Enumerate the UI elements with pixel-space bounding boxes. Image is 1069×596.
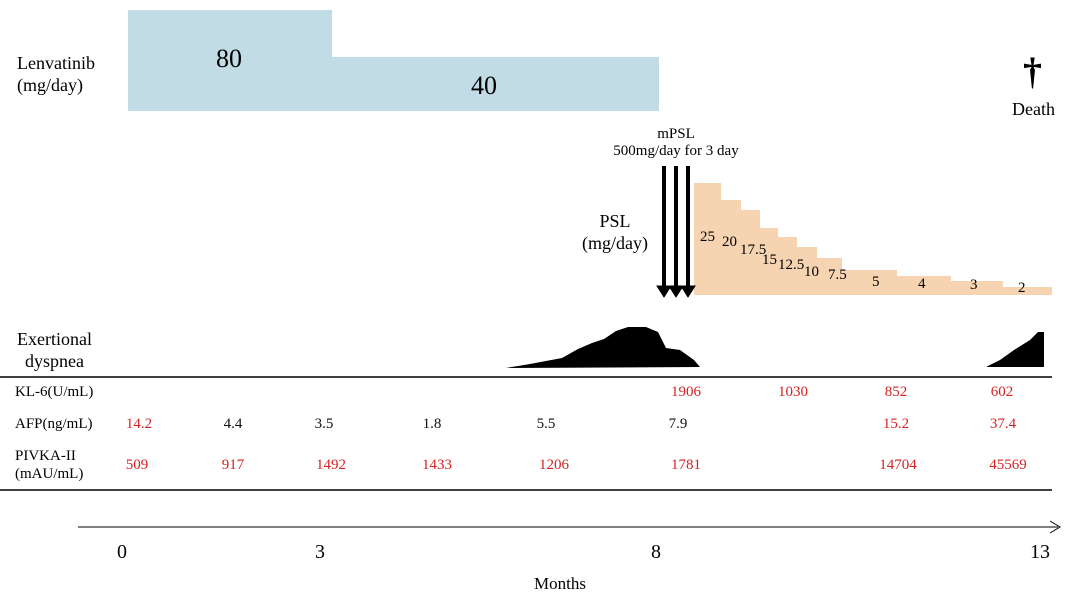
kl6-value: 1030 xyxy=(778,384,808,400)
psl-dose-4: 4 xyxy=(918,276,926,292)
pivka-value: 1492 xyxy=(316,457,346,473)
psl-dose-17-5: 17.5 xyxy=(740,242,767,258)
pivka-value: 917 xyxy=(221,457,245,473)
psl-dose-10: 10 xyxy=(804,264,819,280)
psl-dose-12-5: 12.5 xyxy=(778,257,805,273)
lenvatinib-bar-40 xyxy=(128,57,659,111)
afp-value: 15.2 xyxy=(882,416,910,432)
lenvatinib-dose-80: 80 xyxy=(216,44,242,73)
kl6-value: 852 xyxy=(884,384,908,400)
mpsl-label: mPSL 500mg/day for 3 day xyxy=(596,126,756,160)
pivka-row-label-unit: (mAU/mL) xyxy=(15,466,84,482)
mpsl-arrowhead-2 xyxy=(668,285,684,298)
afp-value: 4.4 xyxy=(223,416,243,432)
afp-value: 37.4 xyxy=(989,416,1017,432)
psl-dose-20: 20 xyxy=(722,234,737,250)
psl-label: PSL (mg/day) xyxy=(570,210,660,254)
psl-taper-bar xyxy=(694,183,1052,295)
lenvatinib-label-unit: (mg/day) xyxy=(17,75,83,95)
afp-value: 14.2 xyxy=(125,416,153,432)
afp-value: 3.5 xyxy=(314,416,334,432)
pivka-value: 45569 xyxy=(989,457,1027,473)
pivka-value: 1206 xyxy=(539,457,569,473)
pivka-row-label: PIVKA-II (mAU/mL) xyxy=(15,447,83,483)
mpsl-label-dose: 500mg/day for 3 day xyxy=(613,143,739,159)
mpsl-pulse-arrows xyxy=(656,166,696,298)
death-label: Death xyxy=(1012,99,1055,119)
dyspnea-profile-2 xyxy=(986,332,1044,367)
kl6-value: 602 xyxy=(990,384,1014,400)
psl-label-unit: (mg/day) xyxy=(582,233,648,253)
mpsl-arrowhead-1 xyxy=(656,285,672,298)
dyspnea-label-line2: dyspnea xyxy=(25,351,84,371)
psl-dose-15: 15 xyxy=(762,252,777,268)
psl-dose-2: 2 xyxy=(1018,280,1026,296)
pivka-value: 1433 xyxy=(422,457,452,473)
psl-dose-5: 5 xyxy=(872,274,880,290)
lenvatinib-dose-40: 40 xyxy=(471,71,497,100)
afp-value: 7.9 xyxy=(668,416,688,432)
axis-label: Months xyxy=(534,574,586,593)
death-cross-icon: † xyxy=(1023,51,1042,93)
lenvatinib-label: Lenvatinib (mg/day) xyxy=(17,52,95,96)
lenvatinib-label-name: Lenvatinib xyxy=(17,53,95,73)
psl-dose-25: 25 xyxy=(700,229,715,245)
mpsl-arrowhead-3 xyxy=(680,285,696,298)
pivka-value: 14704 xyxy=(879,457,917,473)
axis-tick-label: 3 xyxy=(315,541,325,563)
time-axis-arrowhead xyxy=(1049,520,1061,534)
psl-dose-3: 3 xyxy=(970,277,978,293)
dyspnea-label: Exertional dyspnea xyxy=(17,328,92,372)
axis-tick-label: 8 xyxy=(651,541,661,563)
dyspnea-profile-1 xyxy=(506,327,700,368)
afp-value: 1.8 xyxy=(422,416,442,432)
afp-row-label: AFP(ng/mL) xyxy=(15,416,93,432)
pivka-value: 1781 xyxy=(671,457,701,473)
pivka-row-label-name: PIVKA-II xyxy=(15,448,76,464)
axis-tick-label: 13 xyxy=(1030,541,1050,563)
kl6-value: 1906 xyxy=(671,384,701,400)
mpsl-label-name: mPSL xyxy=(657,126,695,142)
dyspnea-label-line1: Exertional xyxy=(17,329,92,349)
kl6-row-label: KL-6(U/mL) xyxy=(15,384,94,400)
psl-label-name: PSL xyxy=(599,211,631,231)
axis-tick-label: 0 xyxy=(117,541,127,563)
pivka-value: 509 xyxy=(125,457,149,473)
afp-value: 5.5 xyxy=(536,416,556,432)
psl-dose-7-5: 7.5 xyxy=(828,267,847,283)
